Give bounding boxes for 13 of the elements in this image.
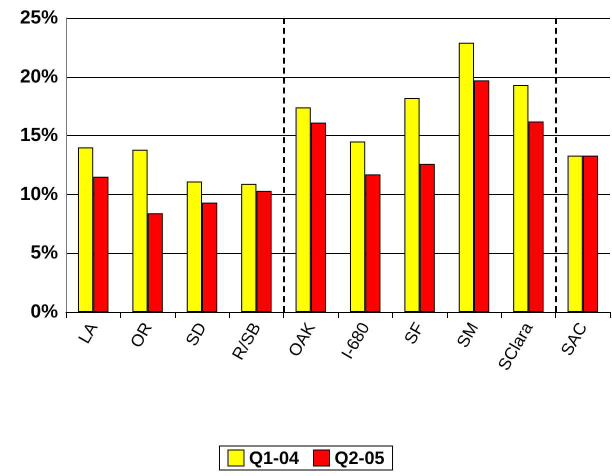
y-tick-label: 10%	[20, 184, 58, 205]
legend-label: Q1-04	[248, 448, 300, 468]
x-tick-label: SD	[182, 319, 210, 350]
x-tick-label: SM	[453, 319, 482, 351]
y-tick-label: 20%	[20, 66, 58, 88]
legend-label: Q2-05	[334, 448, 385, 468]
y-tick-label: 0%	[30, 302, 58, 322]
x-tick-label: SF	[400, 319, 428, 348]
y-tick-label: 25%	[20, 8, 58, 28]
x-tick-label: LA	[74, 318, 102, 347]
y-tick-label: 5%	[30, 242, 58, 264]
y-tick-label: 15%	[20, 125, 58, 146]
x-tick-label: OR	[126, 319, 156, 351]
